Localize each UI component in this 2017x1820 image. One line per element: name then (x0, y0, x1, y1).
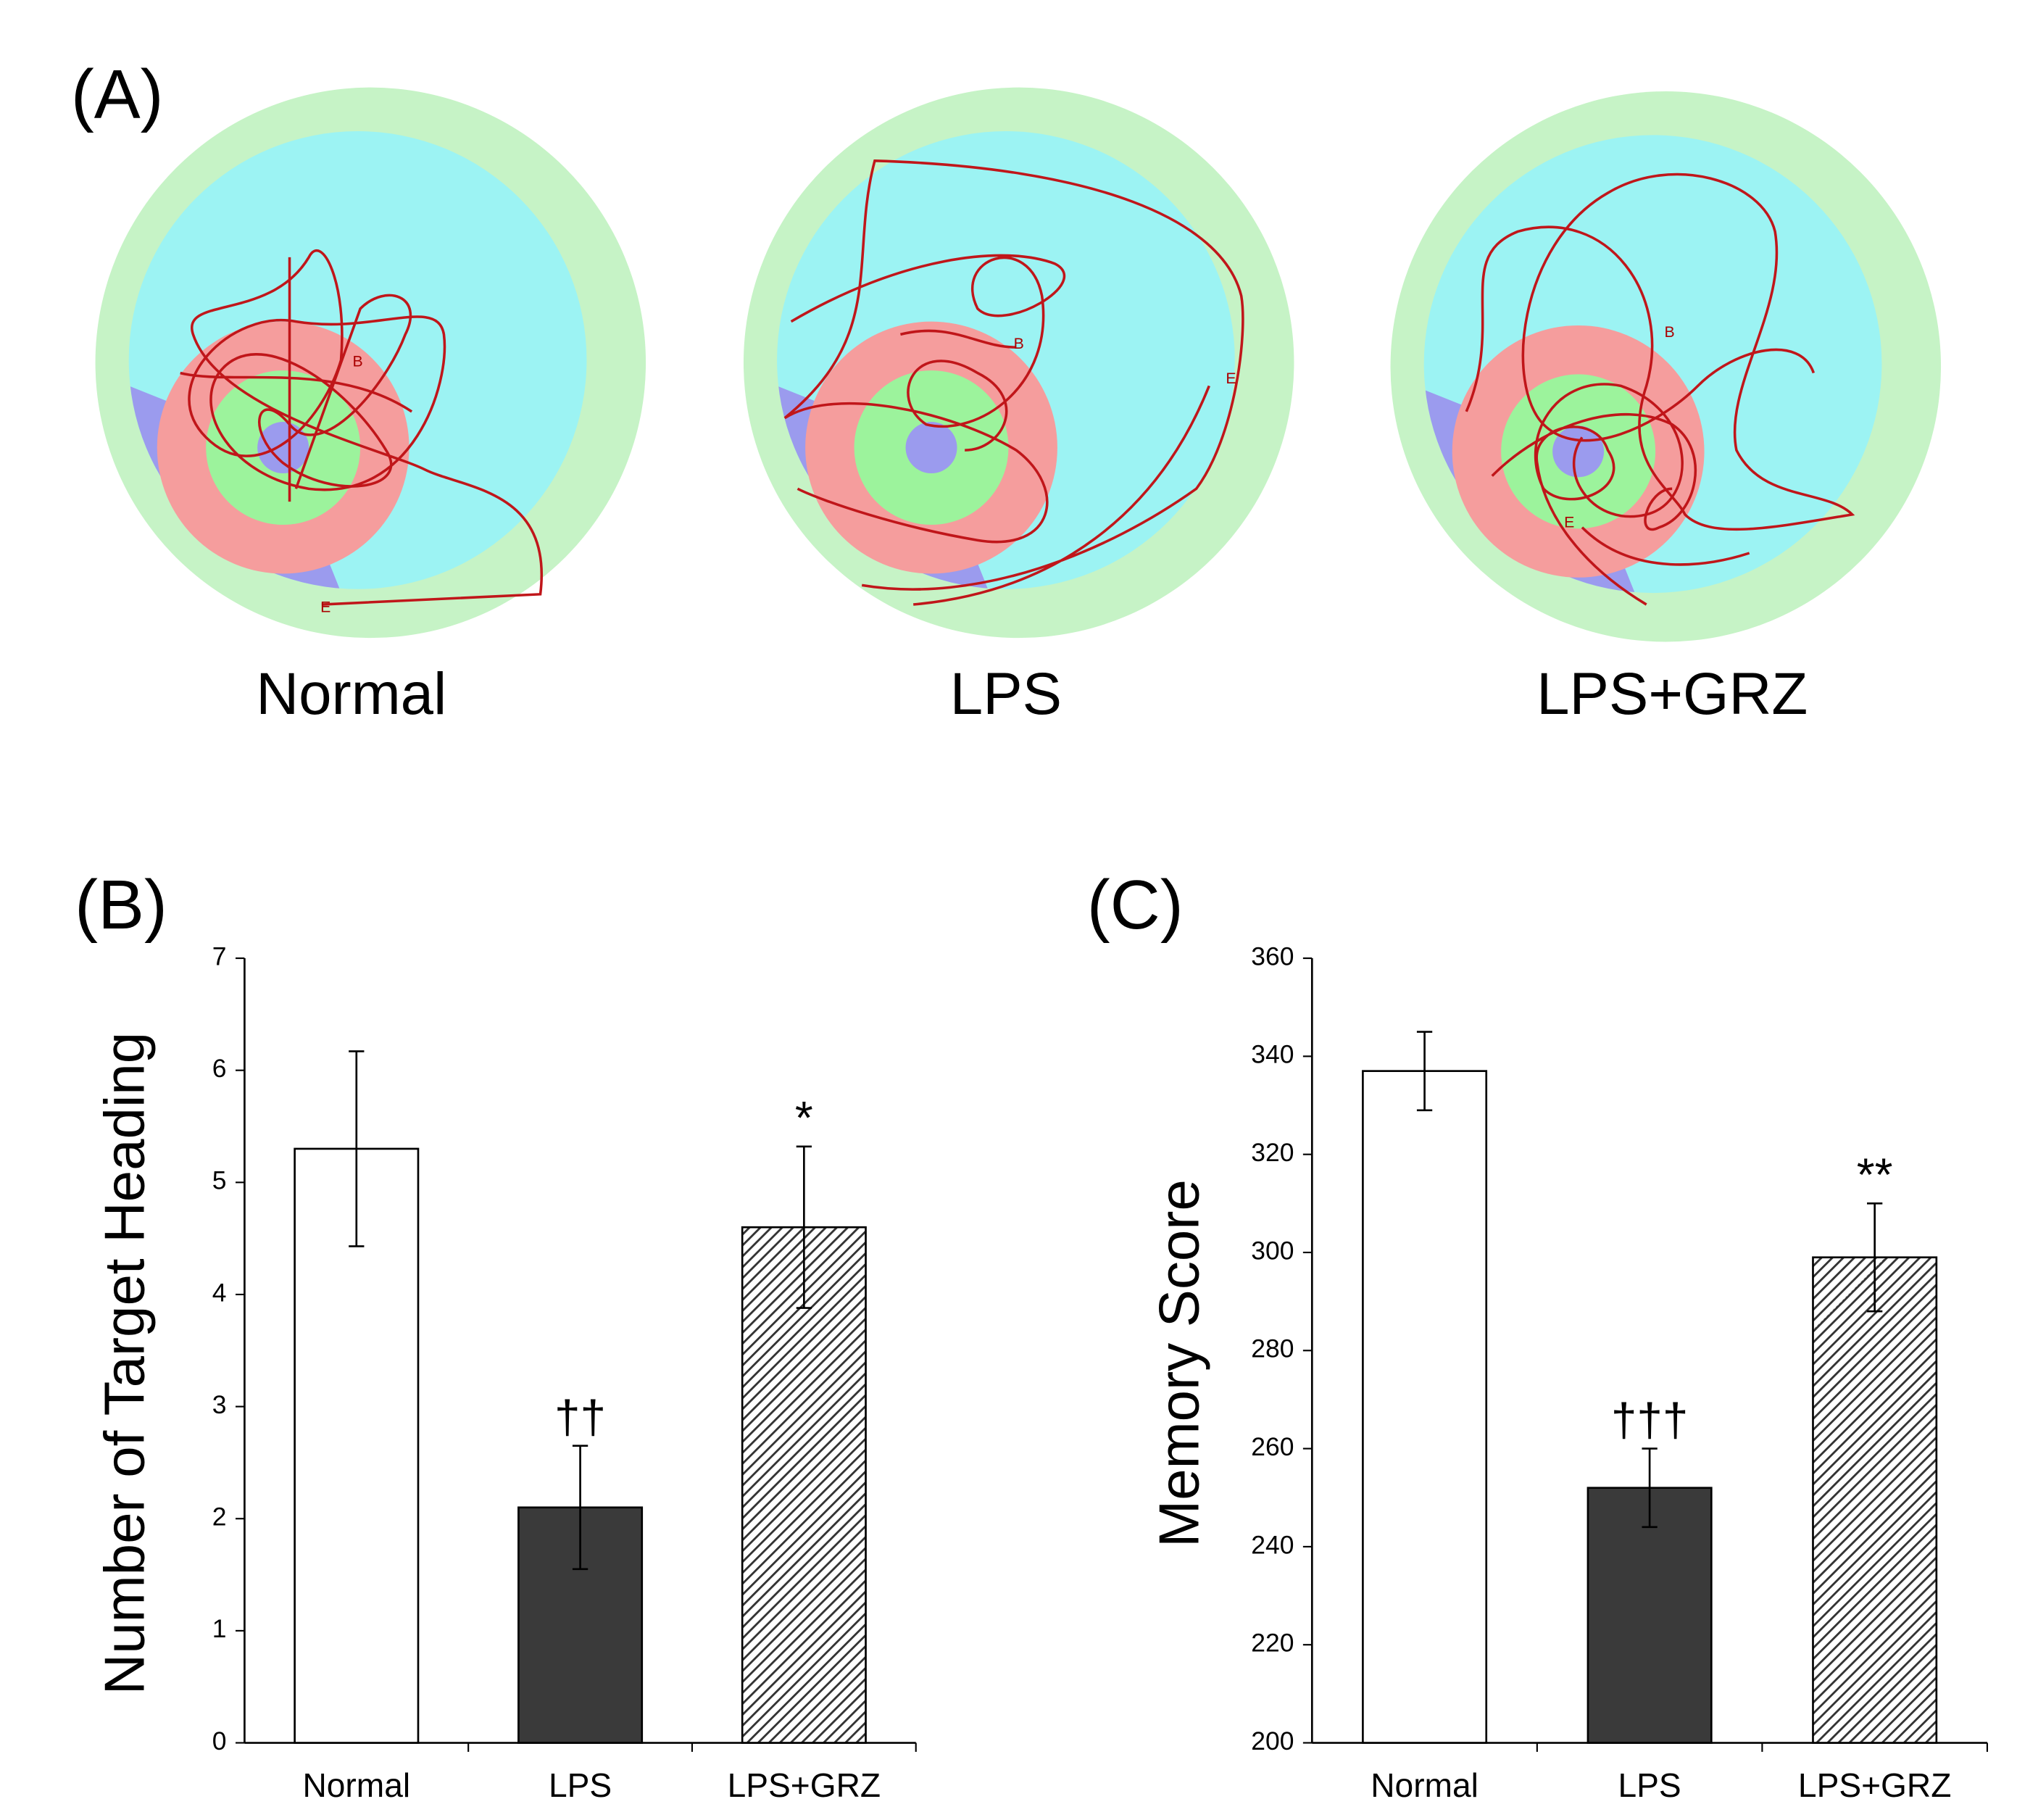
swim-track (1465, 173, 1855, 606)
end-marker: E (320, 599, 330, 616)
y-tick-label: 360 (1251, 942, 1294, 971)
y-tick-label: 5 (212, 1166, 227, 1195)
significance-label: †† (554, 1391, 606, 1443)
group-label: LPS+GRZ (1536, 661, 1808, 727)
y-tick-label: 3 (212, 1390, 227, 1419)
x-tick-label: Normal (1371, 1766, 1479, 1804)
y-axis-label: Memory Score (1147, 1179, 1210, 1547)
y-tick-label: 340 (1251, 1040, 1294, 1069)
group-label: Normal (256, 661, 446, 727)
significance-label: ** (1857, 1149, 1893, 1201)
y-tick-label: 0 (212, 1726, 227, 1755)
swim-track (783, 159, 1244, 606)
y-tick-label: 6 (212, 1054, 227, 1083)
x-tick-label: Normal (302, 1766, 410, 1804)
start-marker: B (352, 353, 362, 370)
panel-label: (C) (1087, 866, 1184, 944)
y-tick-label: 1 (212, 1614, 227, 1643)
y-axis-label: Number of Target Heading (92, 1032, 156, 1695)
x-tick-label: LPS+GRZ (1798, 1766, 1951, 1804)
y-tick-label: 240 (1251, 1530, 1294, 1559)
y-tick-label: 260 (1251, 1432, 1294, 1461)
panel-label: (B) (75, 866, 167, 944)
significance-label: ††† (1611, 1394, 1689, 1446)
y-tick-label: 2 (212, 1503, 227, 1532)
panel-label: (A) (71, 56, 164, 133)
y-tick-label: 300 (1251, 1236, 1294, 1265)
bar (1362, 1070, 1488, 1744)
track-panels: B E Normal B E LPS B E LPS+GRZ (95, 87, 1942, 727)
bar (1812, 1256, 1938, 1744)
x-tick-label: LPS+GRZ (728, 1766, 881, 1804)
y-tick-label: 220 (1251, 1629, 1294, 1658)
y-tick-label: 280 (1251, 1334, 1294, 1363)
bar (1586, 1487, 1713, 1744)
swim-track (180, 249, 543, 606)
platform (905, 422, 957, 474)
end-marker: E (1564, 514, 1574, 531)
x-tick-label: LPS (549, 1766, 612, 1804)
y-tick-label: 7 (212, 942, 227, 971)
bar (741, 1226, 867, 1744)
end-marker: E (1226, 370, 1236, 387)
start-marker: B (1665, 323, 1675, 341)
y-tick-label: 4 (212, 1278, 227, 1307)
y-tick-label: 200 (1251, 1726, 1294, 1755)
x-tick-label: LPS (1618, 1766, 1681, 1804)
bar (294, 1147, 420, 1744)
significance-label: * (795, 1092, 813, 1144)
y-tick-label: 320 (1251, 1138, 1294, 1167)
start-marker: B (1014, 335, 1024, 352)
group-label: LPS (950, 661, 1062, 727)
